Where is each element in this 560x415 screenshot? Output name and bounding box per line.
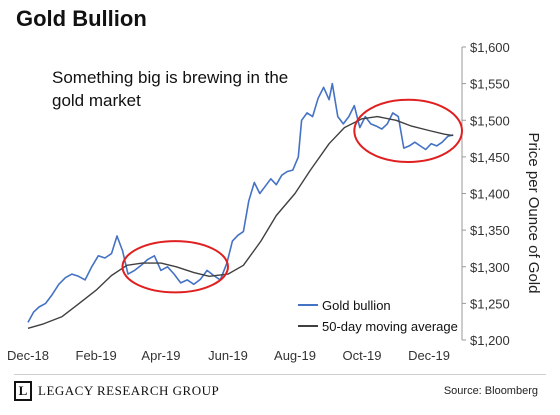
legend-label-moving-average: 50-day moving average	[322, 319, 458, 334]
footer-divider	[14, 374, 546, 375]
gold-bullion-line	[27, 82, 454, 323]
y-tick-label: $1,450	[470, 150, 510, 165]
footer-brand: L LEGACY RESEARCH GROUP	[14, 381, 219, 401]
y-tick-label: $1,300	[470, 260, 510, 275]
legend-label-gold-bullion: Gold bullion	[322, 298, 391, 313]
x-tick-label: Apr-19	[141, 348, 180, 363]
y-axis-label: Price per Ounce of Gold	[525, 133, 542, 294]
annotation-line-1: Something big is brewing in the	[52, 68, 288, 87]
annotation-line-2: gold market	[52, 91, 141, 110]
y-tick-label: $1,350	[470, 223, 510, 238]
y-tick-label: $1,500	[470, 113, 510, 128]
y-tick-label: $1,250	[470, 296, 510, 311]
x-tick-label: Oct-19	[343, 348, 382, 363]
x-tick-label: Dec-18	[7, 348, 49, 363]
x-tick-label: Feb-19	[76, 348, 117, 363]
x-tick-label: Jun-19	[208, 348, 248, 363]
brand-name: LEGACY RESEARCH GROUP	[38, 383, 220, 398]
x-tick-label: Dec-19	[408, 348, 450, 363]
moving-average-line	[27, 115, 454, 329]
y-tick-label: $1,550	[470, 77, 510, 92]
highlight-circle-2	[353, 98, 463, 164]
legacy-logo-icon: L	[14, 381, 32, 401]
plot-area: $1,200 $1,250 $1,300 $1,350 $1,400 $1,450 $1,5…	[7, 40, 510, 363]
source-note: Source: Bloomberg	[443, 385, 538, 397]
x-tick-label: Aug-19	[274, 348, 316, 363]
y-tick-label: $1,600	[470, 40, 510, 55]
chart-title: Gold Bullion	[16, 6, 147, 31]
legend: Gold bullion 50-day moving average	[298, 298, 458, 334]
y-tick-label: $1,400	[470, 187, 510, 202]
y-tick-label: $1,200	[470, 333, 510, 348]
highlight-circle-1	[121, 240, 229, 294]
